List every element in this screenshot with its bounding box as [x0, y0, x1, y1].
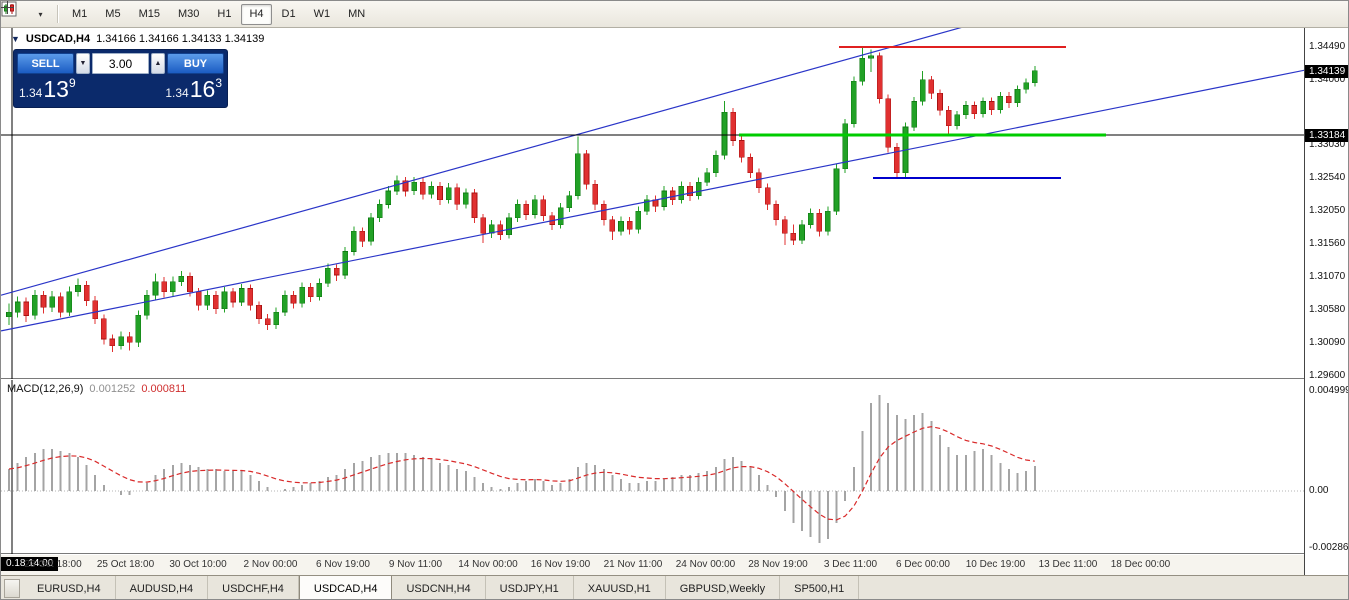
- trend-channel-lines-layer[interactable]: [1, 28, 1304, 332]
- timeframe-button-H4[interactable]: H4: [241, 3, 272, 25]
- lot-increment-button[interactable]: ▲: [151, 53, 165, 74]
- macd-axis-label: -0.00286: [1309, 542, 1349, 554]
- time-axis-label: 10 Dec 19:00: [965, 559, 1026, 570]
- chart-tab-USDJPY-H1[interactable]: USDJPY,H1: [486, 576, 574, 599]
- timeframe-button-M1[interactable]: M1: [64, 4, 95, 25]
- price-axis-badge: 1.33184: [1305, 128, 1348, 142]
- price-axis[interactable]: 1.34490 1.34000 1.33030 1.32540 1.32050 1.315…: [1304, 28, 1349, 575]
- macd-name: MACD(12,26,9): [7, 383, 84, 395]
- vertical-line-time-badge: 0.18 14:00: [1, 557, 59, 571]
- price-axis-label: 1.32540: [1309, 172, 1346, 184]
- price-axis-badge: 1.34139: [1305, 64, 1348, 78]
- macd-panel[interactable]: MACD(12,26,9) 0.001252 0.000811: [1, 380, 1304, 554]
- tab-bar-corner-button[interactable]: [4, 579, 20, 598]
- price-chart-svg[interactable]: [1, 28, 1304, 379]
- toolbar: ▾ M1 M5 M15 M30 H1 H4 D1 W1 MN: [1, 1, 1348, 28]
- price-chart-panel[interactable]: ▼ USDCAD,H4 1.34166 1.34166 1.34133 1.3413…: [1, 28, 1304, 379]
- price-axis-label: 1.34000: [1309, 73, 1346, 85]
- macd-chart-svg[interactable]: [1, 380, 1304, 554]
- ask-price-prefix: 1.34: [165, 86, 189, 100]
- chart-icon-button[interactable]: [1, 1, 28, 25]
- bid-price-point: 9: [68, 76, 76, 90]
- macd-indicator-label: MACD(12,26,9) 0.001252 0.000811: [7, 383, 186, 395]
- macd-signal-value: 0.000811: [141, 383, 187, 395]
- timeframe-button-group: M1 M5 M15 M30 H1 H4 D1 W1 MN: [63, 3, 374, 25]
- time-axis-label: 28 Nov 19:00: [748, 559, 808, 570]
- time-axis-label: 9 Nov 11:00: [388, 559, 443, 570]
- time-axis-label: 6 Dec 00:00: [896, 559, 950, 570]
- one-click-trading-panel: SELL ▼ ▲ BUY 1.34139 1.34163: [13, 49, 228, 108]
- timeframe-button-D1[interactable]: D1: [274, 4, 304, 25]
- lot-size-input[interactable]: [92, 53, 149, 74]
- ask-price-point: 3: [215, 76, 222, 90]
- chart-tab-USDCNH-H4[interactable]: USDCNH,H4: [392, 576, 486, 599]
- price-axis-label: 1.30580: [1309, 304, 1346, 316]
- sell-button[interactable]: SELL: [17, 53, 74, 74]
- time-axis-label: 23 Oct 18:00: [24, 559, 82, 570]
- price-axis-label: 1.33030: [1309, 139, 1346, 151]
- macd-axis-label: 0.00: [1309, 485, 1329, 496]
- bid-price-prefix: 1.34: [19, 86, 43, 100]
- dropdown-caret-icon: ▾: [38, 9, 43, 19]
- chart-ohlc-header: ▼ USDCAD,H4 1.34166 1.34166 1.34133 1.3413…: [11, 33, 264, 45]
- chart-tab-USDCHF-H4[interactable]: USDCHF,H4: [208, 576, 299, 599]
- timeframe-button-M30[interactable]: M30: [170, 4, 207, 25]
- price-axis-label: 1.31560: [1309, 238, 1346, 250]
- time-axis-label: 16 Nov 19:00: [530, 559, 591, 570]
- time-axis-label: 21 Nov 11:00: [603, 559, 663, 570]
- chart-tab-SP500-H1[interactable]: SP500,H1: [780, 576, 860, 599]
- macd-histogram-layer: [8, 395, 1036, 543]
- timeframe-button-M15[interactable]: M15: [131, 4, 168, 25]
- chart-tab-EURUSD-H4[interactable]: EURUSD,H4: [23, 576, 116, 599]
- horizontal-level-lines-layer[interactable]: [1, 46, 1304, 180]
- chart-tab-AUDUSD-H4[interactable]: AUDUSD,H4: [116, 576, 209, 599]
- bid-price-display[interactable]: 1.34139: [19, 76, 76, 103]
- chart-ohlc-values: 1.34166 1.34166 1.34133 1.34139: [96, 33, 265, 45]
- toolbar-separator: [57, 5, 58, 23]
- ask-price-pips: 16: [189, 76, 216, 102]
- candles-layer: [6, 47, 1038, 352]
- lot-decrement-button[interactable]: ▼: [76, 53, 90, 74]
- timeframe-button-M5[interactable]: M5: [97, 4, 128, 25]
- time-axis-label: 2 Nov 00:00: [243, 559, 298, 570]
- time-axis-label: 25 Oct 18:00: [96, 559, 155, 570]
- one-click-collapse-icon[interactable]: ▼: [11, 34, 20, 44]
- price-axis-label: 1.30090: [1309, 337, 1346, 348]
- time-axis-label: 24 Nov 00:00: [675, 559, 736, 570]
- time-axis-label: 3 Dec 11:00: [823, 559, 878, 570]
- macd-signal-line: [8, 426, 1035, 521]
- chart-tab-GBPUSD-Weekly[interactable]: GBPUSD,Weekly: [666, 576, 781, 599]
- time-axis-label: 6 Nov 19:00: [316, 559, 370, 570]
- time-axis-label: 14 Nov 00:00: [458, 559, 518, 570]
- chart-tab-XAUUSD-H1[interactable]: XAUUSD,H1: [574, 576, 666, 599]
- crosshair-icon-button[interactable]: ▾: [1, 1, 52, 25]
- price-axis-label: 1.34490: [1309, 40, 1346, 52]
- chart-tab-USDCAD-H4[interactable]: USDCAD,H4: [298, 576, 393, 599]
- price-axis-label: 1.31070: [1309, 271, 1346, 283]
- chart-workspace: ▼ USDCAD,H4 1.34166 1.34166 1.34133 1.3413…: [1, 28, 1348, 575]
- macd-main-value: 0.001252: [89, 383, 136, 395]
- macd-axis-label: 0.004999: [1309, 385, 1349, 397]
- timeframe-button-W1[interactable]: W1: [306, 4, 339, 25]
- time-axis-label: 30 Oct 10:00: [169, 559, 227, 570]
- buy-button[interactable]: BUY: [167, 53, 224, 74]
- ask-price-display[interactable]: 1.34163: [165, 76, 222, 103]
- chart-symbol-label: USDCAD,H4: [25, 33, 91, 45]
- bid-price-pips: 13: [43, 76, 69, 102]
- time-axis-label: 18 Dec 00:00: [1110, 559, 1171, 570]
- price-axis-label: 1.29600: [1309, 369, 1346, 381]
- price-axis-label: 1.32050: [1309, 205, 1346, 217]
- time-axis-label: 13 Dec 11:00: [1038, 559, 1098, 570]
- timeframe-button-MN[interactable]: MN: [340, 4, 373, 25]
- chart-tab-bar: EURUSD,H4 AUDUSD,H4 USDCHF,H4 USDCAD,H4 USDC…: [1, 575, 1348, 599]
- timeframe-button-H1[interactable]: H1: [209, 4, 239, 25]
- time-axis[interactable]: 0.18 14:00 23 Oct 18:00 25 Oct 18:00 30 Oc…: [1, 555, 1304, 575]
